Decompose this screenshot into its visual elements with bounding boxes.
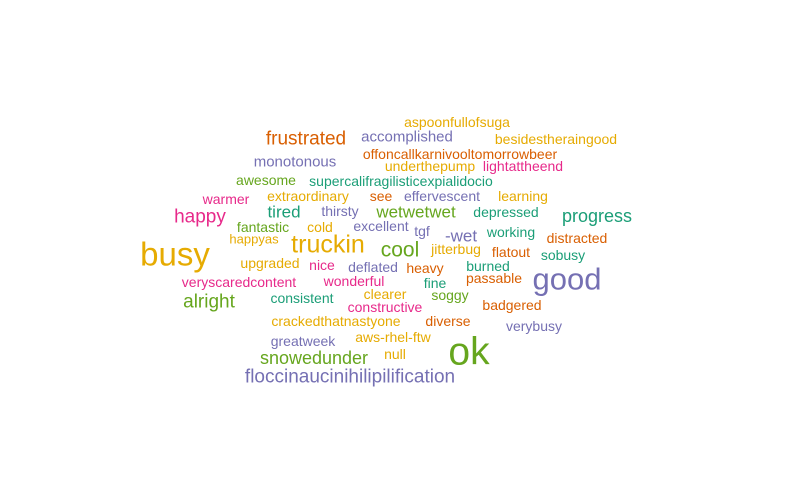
cloud-word: greatweek	[270, 333, 336, 349]
cloud-word: verybusy	[505, 318, 563, 334]
cloud-word: offoncallkarnivooltomorrowbeer	[362, 146, 558, 162]
cloud-word: -wet	[444, 226, 478, 246]
cloud-word: clearer	[363, 286, 407, 302]
cloud-word: crackedthatnastyone	[271, 313, 401, 329]
cloud-word: diverse	[425, 313, 471, 329]
cloud-word: aws-rhel-ftw	[355, 329, 431, 345]
cloud-word: upgraded	[240, 255, 300, 271]
cloud-word: depressed	[473, 204, 539, 220]
cloud-word: good	[532, 261, 602, 297]
cloud-word: happyas	[229, 231, 279, 247]
cloud-word: consistent	[270, 290, 334, 306]
cloud-word: lightattheend	[482, 158, 564, 174]
cloud-word: cool	[380, 238, 420, 262]
cloud-word: constructive	[347, 299, 423, 315]
cloud-word: progress	[561, 206, 633, 226]
cloud-word: cold	[307, 219, 333, 235]
cloud-word: flatout	[491, 244, 531, 260]
cloud-word: alright	[183, 291, 235, 313]
cloud-word: badgered	[482, 297, 542, 313]
cloud-word: tgf	[414, 223, 430, 239]
cloud-word: monotonous	[253, 153, 337, 171]
cloud-word: learning	[498, 188, 548, 204]
cloud-word: warmer	[202, 191, 250, 207]
cloud-word: nice	[309, 257, 335, 273]
cloud-word: wetwetwet	[376, 202, 456, 222]
cloud-word: awesome	[236, 172, 296, 188]
cloud-word: distracted	[546, 230, 608, 246]
cloud-word: veryscaredcontent	[181, 274, 297, 290]
cloud-word: see	[369, 188, 393, 204]
cloud-word: aspoonfullofsuga	[404, 114, 510, 130]
cloud-word: accomplished	[361, 128, 453, 146]
cloud-word: jitterbug	[431, 241, 481, 257]
cloud-word: excellent	[353, 218, 409, 234]
cloud-word: deflated	[348, 259, 398, 275]
cloud-word: underthepump	[384, 158, 476, 174]
cloud-word: ok	[448, 330, 490, 374]
cloud-word: busy	[140, 235, 210, 273]
cloud-word: fine	[423, 275, 447, 291]
cloud-word: soggy	[431, 287, 469, 303]
cloud-word: floccinaucinihilipilification	[244, 366, 456, 388]
cloud-word: thirsty	[321, 203, 359, 219]
cloud-word: tired	[267, 202, 301, 222]
cloud-word: besidestheraingood	[494, 131, 618, 147]
cloud-word: heavy	[406, 260, 444, 276]
cloud-word: extraordinary	[267, 188, 349, 204]
cloud-word: passable	[465, 270, 523, 286]
cloud-word: snowedunder	[259, 348, 369, 368]
cloud-word: frustrated	[265, 128, 347, 150]
cloud-word: truckin	[291, 230, 365, 259]
cloud-word: supercalifragilisticexpialidocio	[309, 173, 493, 189]
cloud-word: working	[486, 224, 536, 240]
cloud-word: happy	[174, 206, 226, 228]
cloud-word: wonderful	[323, 273, 385, 289]
cloud-word: sobusy	[540, 247, 586, 263]
cloud-word: null	[384, 346, 406, 362]
cloud-word: burned	[466, 258, 510, 274]
cloud-word: effervescent	[403, 188, 481, 204]
cloud-word: fantastic	[236, 219, 290, 235]
